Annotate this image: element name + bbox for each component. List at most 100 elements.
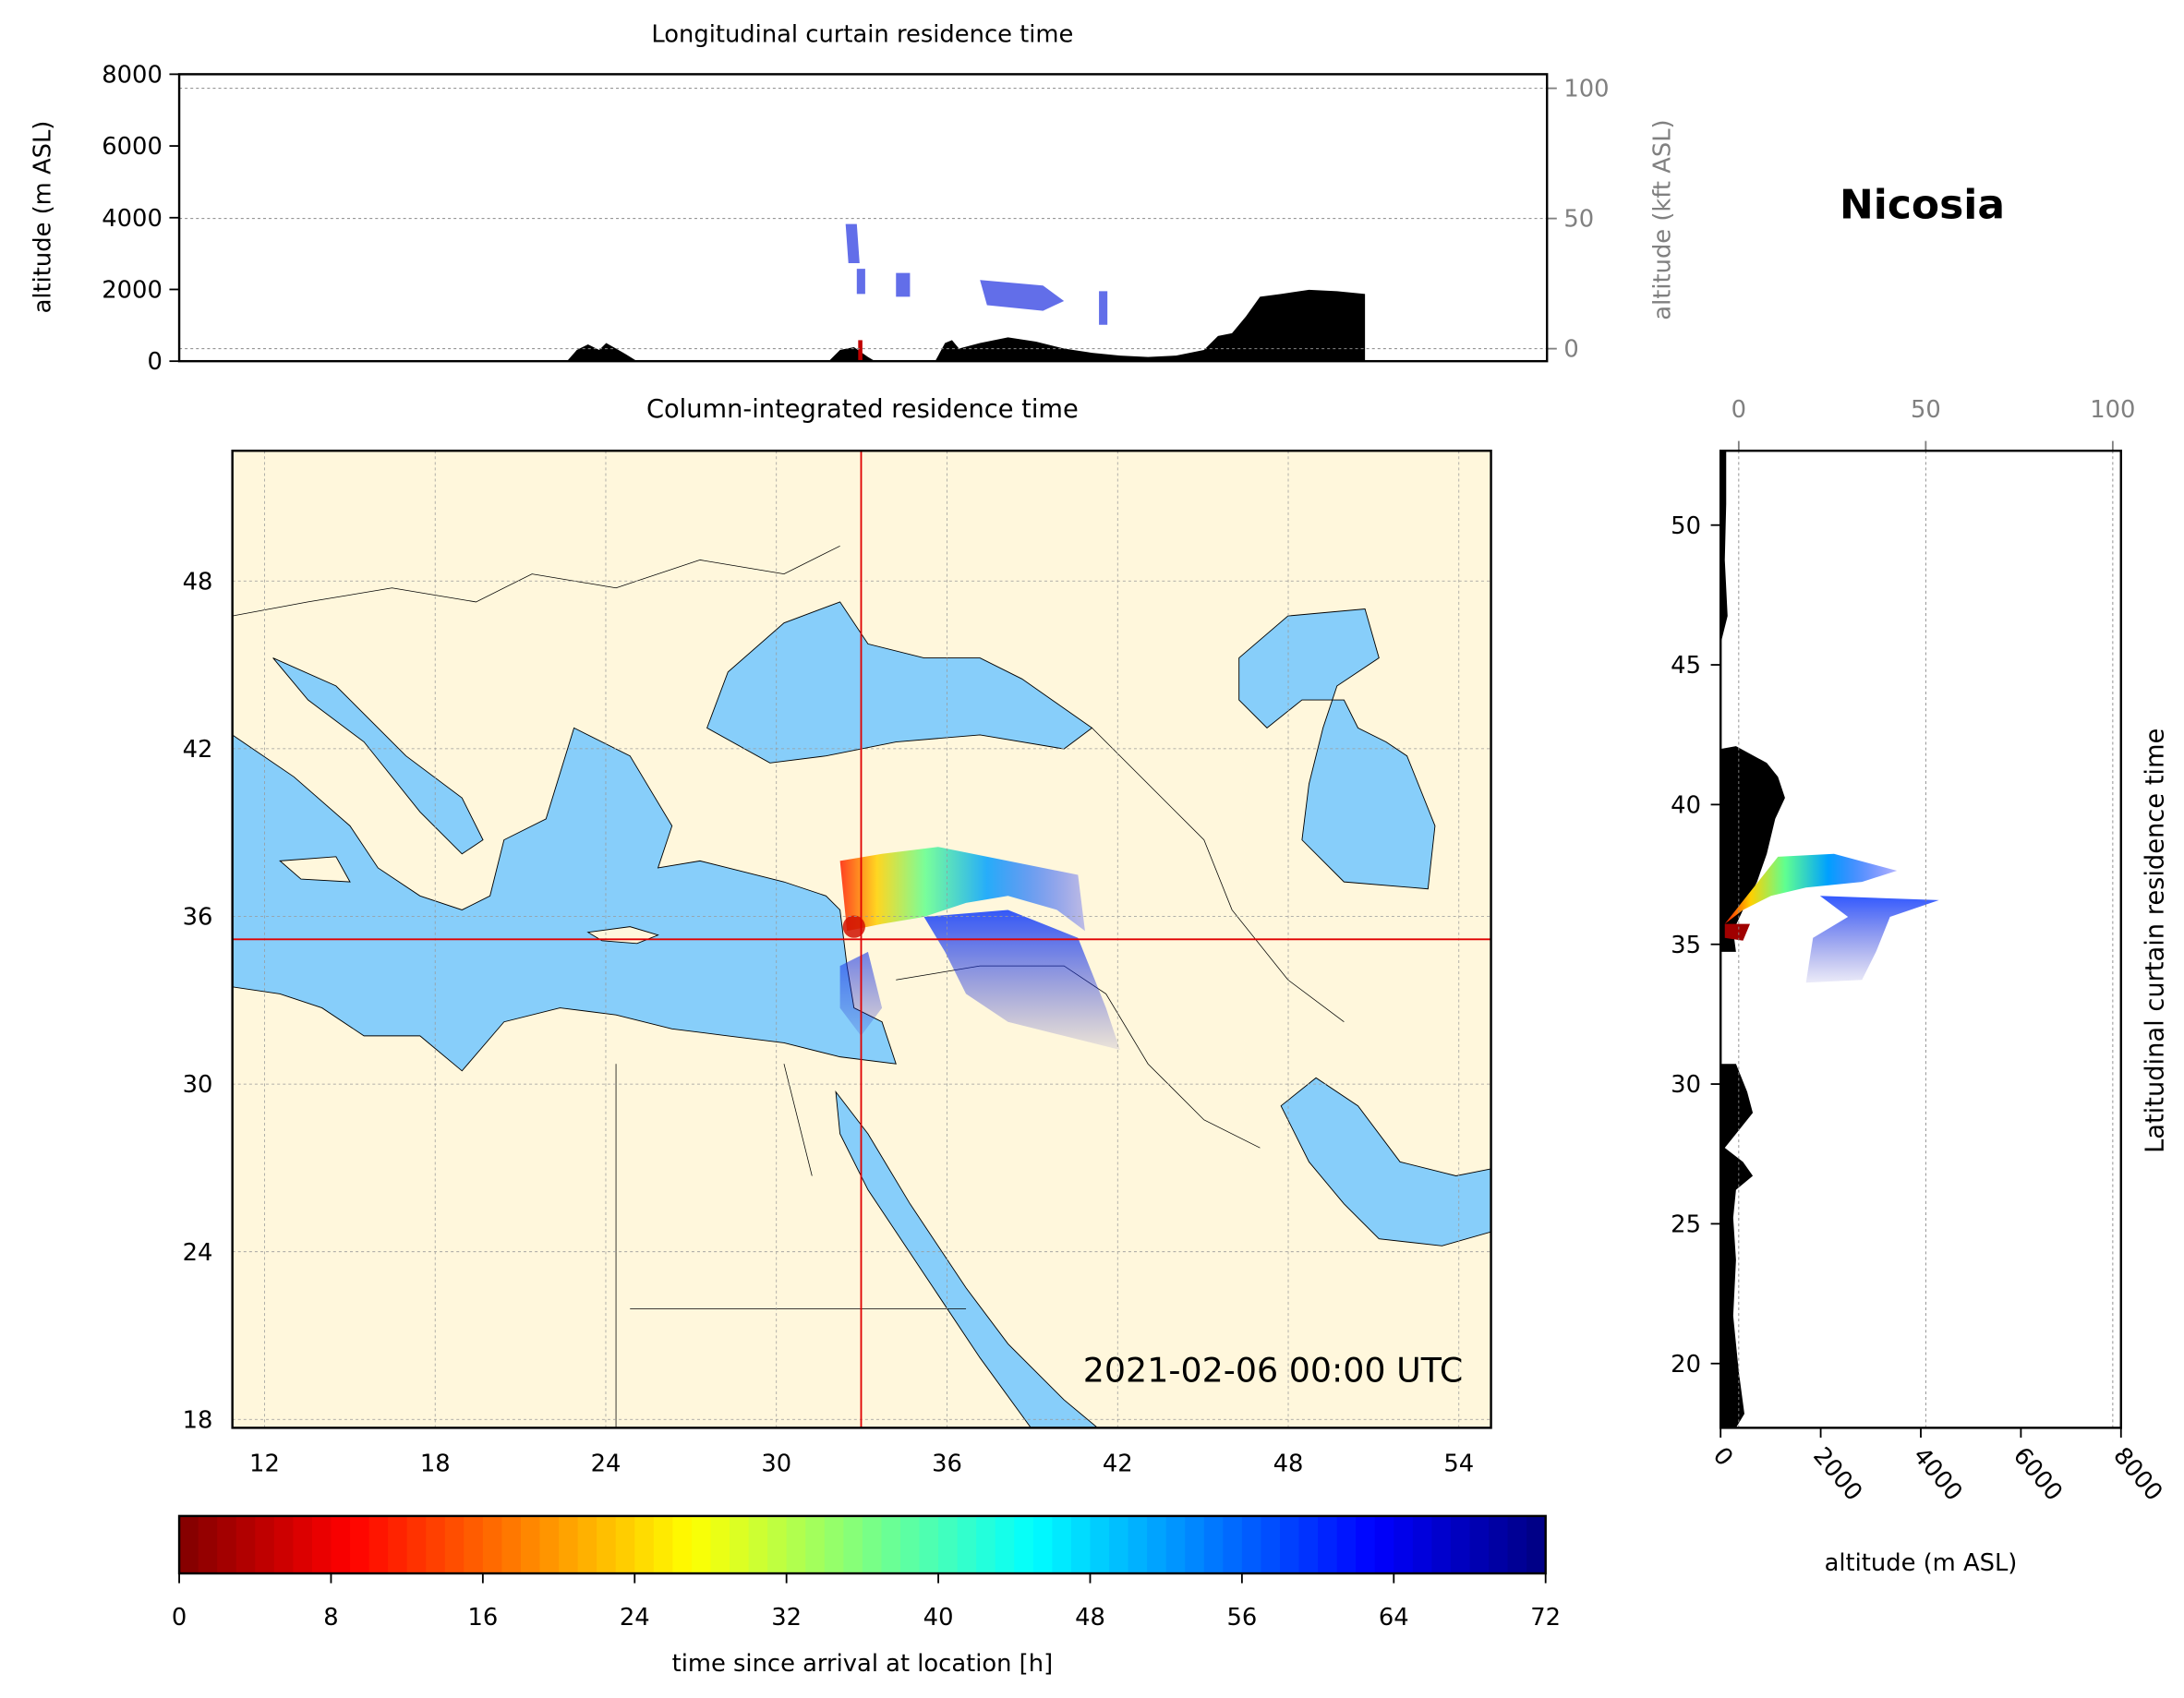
axes-frame bbox=[177, 1514, 1547, 1575]
colorbar-segment bbox=[767, 1515, 788, 1574]
panel-title: Latitudinal curtain residence time bbox=[2141, 729, 2169, 1153]
x-tick-label: 8 bbox=[323, 1604, 338, 1632]
x-axis-label: altitude (m ASL) bbox=[1825, 1549, 2018, 1577]
colorbar-segment bbox=[217, 1515, 237, 1574]
x-tick-label: 8000 bbox=[2107, 1442, 2167, 1507]
colorbar-segment bbox=[1014, 1515, 1034, 1574]
colorbar-segment bbox=[843, 1515, 863, 1574]
colorbar-segment bbox=[995, 1515, 1016, 1574]
colorbar-segment bbox=[539, 1515, 560, 1574]
colorbar-segment bbox=[1507, 1515, 1527, 1574]
colorbar-segment bbox=[311, 1515, 332, 1574]
colorbar-segment bbox=[1241, 1515, 1262, 1574]
x-tick-label: 30 bbox=[761, 1450, 791, 1477]
colorbar-segment bbox=[1128, 1515, 1148, 1574]
x-tick-label: 12 bbox=[249, 1450, 280, 1477]
colorbar-segment bbox=[1336, 1515, 1357, 1574]
x-tick-label: 4000 bbox=[1908, 1442, 1968, 1507]
colorbar-segment bbox=[730, 1515, 750, 1574]
colorbar-segment bbox=[1318, 1515, 1338, 1574]
y-tick-label: 45 bbox=[1671, 652, 1701, 680]
x-tick-label: 72 bbox=[1530, 1604, 1561, 1632]
y-tick-label: 35 bbox=[1671, 932, 1701, 959]
colorbar-segment bbox=[919, 1515, 939, 1574]
colorbar-segment bbox=[597, 1515, 617, 1574]
axes-frame bbox=[1719, 449, 2122, 1429]
y-axis-label: altitude (m ASL) bbox=[30, 121, 57, 314]
x-tick-label: 24 bbox=[591, 1450, 621, 1477]
x-tick-label: 24 bbox=[620, 1604, 650, 1632]
y-tick-label: 8000 bbox=[102, 61, 163, 89]
x-tick-label: 36 bbox=[932, 1450, 962, 1477]
x-tick-label: 64 bbox=[1379, 1604, 1409, 1632]
colorbar-segment bbox=[1052, 1515, 1072, 1574]
x-tick-label: 54 bbox=[1443, 1450, 1474, 1477]
colorbar-segment bbox=[862, 1515, 883, 1574]
colorbar-segment bbox=[273, 1515, 295, 1574]
colorbar-segment bbox=[786, 1515, 806, 1574]
panel-title: Column-integrated residence time bbox=[646, 395, 1079, 424]
colorbar-segment bbox=[1526, 1515, 1547, 1574]
y2-tick-label: 50 bbox=[1563, 206, 1594, 234]
panel-title: Longitudinal curtain residence time bbox=[651, 21, 1073, 49]
y-tick-label: 6000 bbox=[102, 133, 163, 161]
colorbar-segment bbox=[1356, 1515, 1376, 1574]
y-tick-label: 4000 bbox=[102, 205, 163, 233]
colorbar-segment bbox=[976, 1515, 996, 1574]
colorbar-segment bbox=[1450, 1515, 1471, 1574]
colorbar-segment bbox=[691, 1515, 712, 1574]
colorbar-segment bbox=[520, 1515, 541, 1574]
x2-tick-label: 0 bbox=[1732, 396, 1746, 424]
colorbar-segment bbox=[426, 1515, 446, 1574]
colorbar-segment bbox=[1298, 1515, 1319, 1574]
colorbar-segment bbox=[957, 1515, 977, 1574]
figure-title: Nicosia bbox=[1840, 182, 2005, 229]
x-tick-label: 18 bbox=[420, 1450, 451, 1477]
y-tick-label: 0 bbox=[147, 348, 162, 376]
y-tick-label: 18 bbox=[183, 1406, 213, 1434]
y-tick-label: 48 bbox=[183, 568, 213, 596]
y-tick-label: 30 bbox=[1671, 1071, 1701, 1099]
colorbar-segment bbox=[1412, 1515, 1433, 1574]
axes-frame bbox=[231, 449, 1492, 1429]
top-terrain bbox=[566, 223, 1366, 362]
y2-tick-label: 100 bbox=[1563, 76, 1609, 103]
x-tick-label: 32 bbox=[771, 1604, 802, 1632]
colorbar-segment bbox=[464, 1515, 484, 1574]
y-tick-label: 30 bbox=[183, 1071, 213, 1099]
colorbar-segment bbox=[1165, 1515, 1186, 1574]
colorbar-segment bbox=[1109, 1515, 1129, 1574]
x-tick-label: 16 bbox=[467, 1604, 498, 1632]
colorbar-segment bbox=[653, 1515, 674, 1574]
colorbar-segment bbox=[444, 1515, 465, 1574]
colorbar-segment bbox=[406, 1515, 427, 1574]
colorbar-segment bbox=[1489, 1515, 1509, 1574]
colorbar-segment bbox=[388, 1515, 408, 1574]
colorbar-segment bbox=[1147, 1515, 1167, 1574]
colorbar-segment bbox=[577, 1515, 597, 1574]
colorbar-segment bbox=[1374, 1515, 1395, 1574]
y2-tick-label: 0 bbox=[1563, 336, 1578, 364]
x-tick-label: 48 bbox=[1273, 1450, 1304, 1477]
colorbar-label: time since arrival at location [h] bbox=[672, 1650, 1054, 1678]
colorbar-segment bbox=[1394, 1515, 1414, 1574]
colorbar-segment bbox=[255, 1515, 275, 1574]
x-tick-label: 2000 bbox=[1807, 1442, 1867, 1507]
colorbar-segment bbox=[235, 1515, 257, 1574]
colorbar-segment bbox=[368, 1515, 389, 1574]
colorbar-segment bbox=[179, 1515, 199, 1574]
colorbar-segment bbox=[482, 1515, 503, 1574]
x-tick-label: 56 bbox=[1226, 1604, 1257, 1632]
colorbar-segment bbox=[672, 1515, 693, 1574]
y-tick-label: 20 bbox=[1671, 1351, 1701, 1379]
map-overlay bbox=[232, 451, 1491, 1428]
colorbar-segment bbox=[293, 1515, 313, 1574]
colorbar-segment bbox=[881, 1515, 901, 1574]
colorbar-segment bbox=[559, 1515, 579, 1574]
colorbar-segment bbox=[350, 1515, 370, 1574]
colorbar-segment bbox=[1203, 1515, 1225, 1574]
colorbar-segment bbox=[1185, 1515, 1205, 1574]
colorbar-segment bbox=[615, 1515, 636, 1574]
y-tick-label: 50 bbox=[1671, 512, 1701, 540]
